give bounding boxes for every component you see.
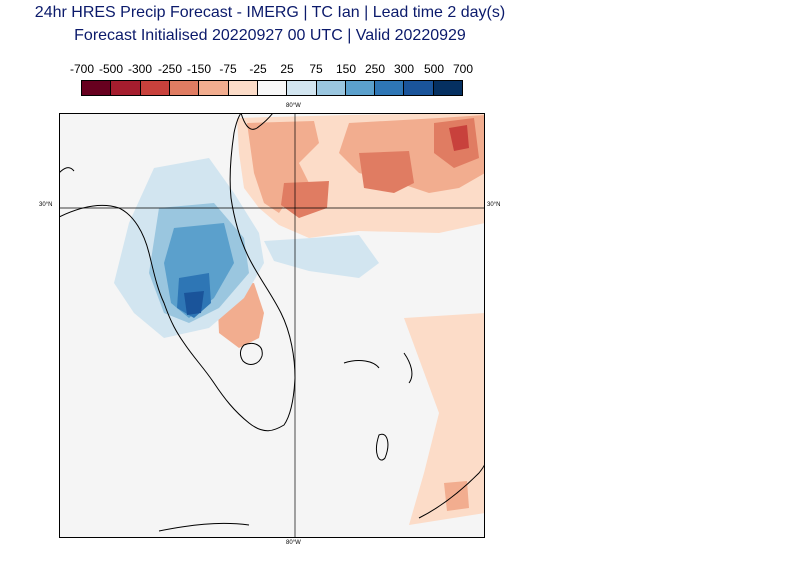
colorbar-swatch bbox=[287, 81, 317, 95]
southern-lower-keys bbox=[158, 522, 250, 532]
map-frame bbox=[59, 113, 485, 538]
colorbar-tick: -75 bbox=[219, 62, 237, 76]
colorbar-swatch bbox=[404, 81, 434, 95]
colorbar-swatch bbox=[316, 81, 346, 95]
florida-coastline bbox=[59, 113, 296, 432]
blue-east bbox=[264, 235, 379, 278]
colorbar-swatch bbox=[345, 81, 376, 95]
abaco-island bbox=[403, 352, 413, 384]
colorbar-swatch bbox=[140, 81, 170, 95]
lat-label-right: 30°N bbox=[487, 202, 501, 208]
colorbar-tick: -300 bbox=[127, 62, 153, 76]
andros-island bbox=[376, 433, 389, 461]
colorbar-tick: -700 bbox=[69, 62, 95, 76]
title-line-1: 24hr HRES Precip Forecast - IMERG | TC I… bbox=[34, 4, 506, 21]
colorbar-swatch bbox=[433, 81, 463, 95]
colorbar-swatch bbox=[375, 81, 405, 95]
colorbar-swatch bbox=[199, 81, 229, 95]
colorbar-tick: 700 bbox=[452, 62, 474, 76]
lat-label-left: 30°N bbox=[39, 202, 53, 208]
colorbar-tick: -500 bbox=[98, 62, 124, 76]
red-center-a bbox=[359, 151, 414, 193]
title-line-2: Forecast Initialised 20220927 00 UTC | V… bbox=[74, 27, 466, 44]
positive-anomaly-field bbox=[114, 158, 379, 338]
colorbar-tick: -250 bbox=[157, 62, 183, 76]
north-red-core bbox=[247, 121, 319, 213]
colorbar-tick: 500 bbox=[423, 62, 445, 76]
georgia-coastline bbox=[240, 113, 274, 130]
red-center-d bbox=[281, 181, 329, 218]
precip-map bbox=[59, 113, 485, 538]
map-panel: 30°N 30°N 80°W 80°W bbox=[39, 103, 500, 546]
colorbar-tick: 25 bbox=[280, 62, 294, 76]
colorbar-swatch bbox=[169, 81, 200, 95]
colorbar-tick: -150 bbox=[186, 62, 212, 76]
colorbar-swatch bbox=[111, 81, 141, 95]
colorbar-tick: 150 bbox=[335, 62, 357, 76]
blue-max bbox=[184, 291, 204, 315]
colorbar-tick: 75 bbox=[309, 62, 323, 76]
negative-anomaly-field bbox=[217, 113, 485, 525]
lake-okeechobee bbox=[240, 342, 263, 365]
colorbar-tick: 300 bbox=[393, 62, 415, 76]
grand-bahama bbox=[343, 360, 380, 369]
gulf-coast-panhandle bbox=[59, 167, 75, 174]
lon-label-top: 80°W bbox=[286, 103, 301, 109]
colorbar-tick-labels: -700 -500 -300 -250 -150 -75 -25 25 75 1… bbox=[60, 62, 500, 78]
lon-label-bottom: 80°W bbox=[286, 540, 301, 546]
colorbar-swatch bbox=[82, 81, 112, 95]
colorbar-tick: 250 bbox=[364, 62, 386, 76]
red-center-c bbox=[449, 125, 469, 151]
colorbar-swatch bbox=[228, 81, 258, 95]
colorbar bbox=[81, 80, 463, 96]
colorbar-swatch bbox=[257, 81, 288, 95]
colorbar-tick: -25 bbox=[249, 62, 267, 76]
east-red-strip bbox=[404, 313, 485, 525]
